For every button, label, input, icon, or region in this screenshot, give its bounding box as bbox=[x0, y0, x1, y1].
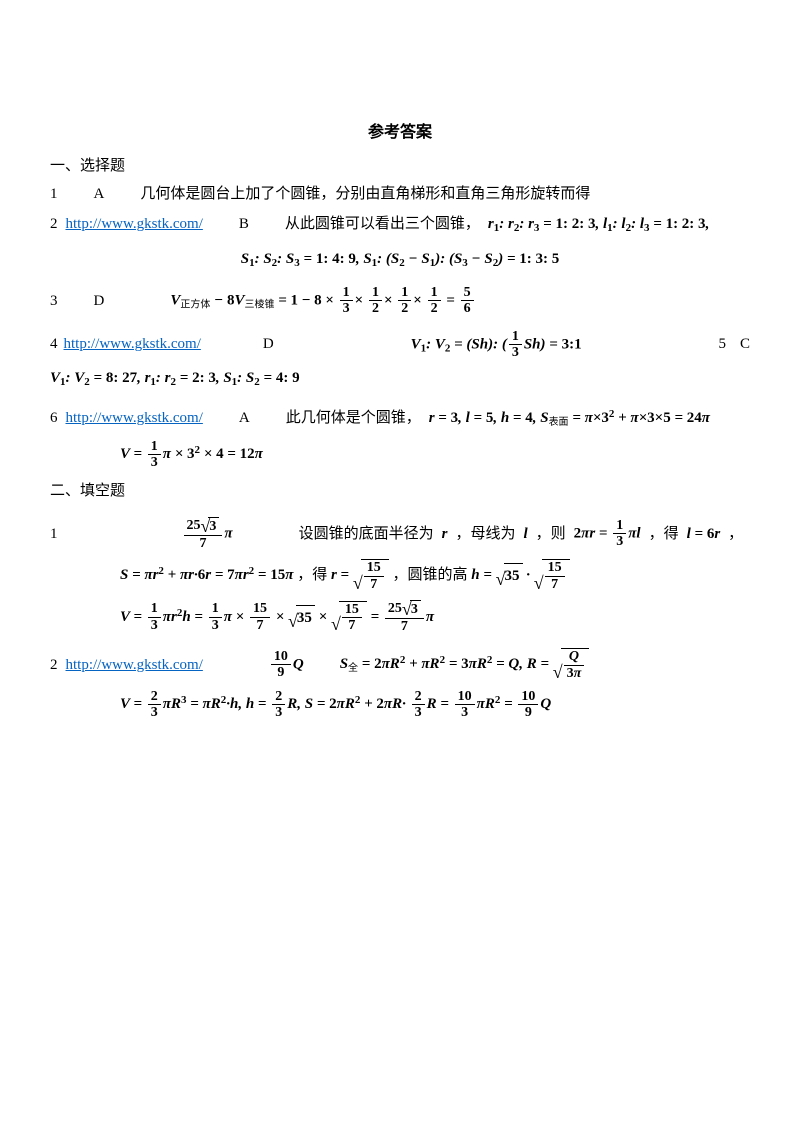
q6-num: 6 bbox=[50, 406, 58, 430]
fill1-r: r bbox=[442, 522, 448, 546]
fill2-formula-2: V = 23πR3 = πR2·h, h = 23R, S = 2πR2 + 2… bbox=[120, 689, 750, 721]
q6-formula-inline: r = 3, l = 5, h = 4, S表面 = π×32 + π×3×5 … bbox=[429, 406, 710, 431]
section-1-heading: 一、选择题 bbox=[50, 154, 750, 178]
fill-row-2: 2 http://www.gkstk.com/ 109Q S全 = 2πR2 + … bbox=[50, 648, 750, 681]
q1-num: 1 bbox=[50, 182, 58, 206]
fill1-cone-h-text: ，圆锥的高 bbox=[392, 567, 467, 583]
fill1-text4: ，得 bbox=[649, 522, 679, 546]
q2-link[interactable]: http://www.gkstk.com/ bbox=[66, 212, 203, 236]
fill1-formula-3: V = 13πr2h = 13π × 157 × 35 × 157 = 2537… bbox=[120, 600, 750, 634]
fill2-link[interactable]: http://www.gkstk.com/ bbox=[66, 653, 203, 677]
q2-formula-center: S1: S2: S3 = 1: 4: 9, S1: (S2 − S1): (S3… bbox=[50, 247, 750, 273]
q4-ans: D bbox=[263, 332, 274, 356]
q3-ans: D bbox=[94, 289, 105, 313]
fill2-answer: 109Q bbox=[269, 649, 304, 681]
fill-row-1: 1 2537π 设圆锥的底面半径为 r ，母线为 l ，则 2πr = 13πl… bbox=[50, 517, 750, 551]
q2-num: 2 bbox=[50, 212, 58, 236]
answer-row-1: 1 A 几何体是圆台上加了个圆锥，分别由直角梯形和直角三角形旋转而得 bbox=[50, 182, 750, 206]
fill1-num: 1 bbox=[50, 522, 58, 546]
fill1-eq2: l = 6r bbox=[687, 522, 721, 546]
fill1-eq1: 2πr = 13πl bbox=[574, 518, 641, 550]
q2-text: 从此圆锥可以看出三个圆锥， bbox=[285, 212, 480, 236]
fill1-text5: ， bbox=[728, 522, 743, 546]
answer-row-2: 2 http://www.gkstk.com/ B 从此圆锥可以看出三个圆锥， r… bbox=[50, 212, 750, 238]
q2-formula-inline: r1: r2: r3 = 1: 2: 3, l1: l2: l3 = 1: 2:… bbox=[488, 212, 709, 238]
q4-formula: V1: V2 = (Sh): (13Sh) = 3:1 bbox=[411, 329, 582, 361]
fill1-answer: 2537π bbox=[182, 517, 233, 551]
fill1-text1: 设圆锥的底面半径为 bbox=[299, 522, 434, 546]
q4-link[interactable]: http://www.gkstk.com/ bbox=[64, 332, 201, 356]
answer-row-3: 3 D V正方体 − 8V三棱锥 = 1 − 8 × 13× 12× 12× 1… bbox=[50, 285, 750, 317]
q5-ans: C bbox=[740, 332, 750, 356]
fill1-l: l bbox=[523, 522, 527, 546]
fill2-num: 2 bbox=[50, 653, 58, 677]
answer-row-6: 6 http://www.gkstk.com/ A 此几何体是个圆锥， r = 3… bbox=[50, 406, 750, 431]
fill1-formula-2: S = πr2 + πr·6r = 7πr2 = 15π ，得 r = 157 … bbox=[120, 559, 750, 592]
fill1-text3: ，则 bbox=[536, 522, 566, 546]
fill1-text2: ，母线为 bbox=[455, 522, 515, 546]
answer-row-4-5: 4http://www.gkstk.com/ D V1: V2 = (Sh): … bbox=[50, 329, 750, 361]
q1-ans: A bbox=[94, 182, 105, 206]
q6-link[interactable]: http://www.gkstk.com/ bbox=[66, 406, 203, 430]
q5-formula-row: V1: V2 = 8: 27, r1: r2 = 2: 3, S1: S2 = … bbox=[50, 366, 750, 392]
q4-num: 4 bbox=[50, 332, 58, 356]
q3-num: 3 bbox=[50, 289, 58, 313]
q5-num: 5 bbox=[718, 332, 726, 356]
q3-formula: V正方体 − 8V三棱锥 = 1 − 8 × 13× 12× 12× 12 = … bbox=[170, 285, 475, 317]
q2-ans: B bbox=[239, 212, 249, 236]
q1-text: 几何体是圆台上加了个圆锥，分别由直角梯形和直角三角形旋转而得 bbox=[140, 182, 590, 206]
section-2-heading: 二、填空题 bbox=[50, 479, 750, 503]
page-title: 参考答案 bbox=[50, 120, 750, 146]
fill1-mid-text: ，得 bbox=[297, 567, 327, 583]
q6-ans: A bbox=[239, 406, 250, 430]
q6-formula-2: V = 13π × 32 × 4 = 12π bbox=[120, 439, 750, 471]
q6-text: 此几何体是个圆锥， bbox=[286, 406, 421, 430]
fill2-f1: S全 = 2πR2 + πR2 = 3πR2 = Q, R = Q3π bbox=[340, 648, 590, 681]
q5-formula: V1: V2 = 8: 27, r1: r2 = 2: 3, S1: S2 = … bbox=[50, 366, 300, 392]
